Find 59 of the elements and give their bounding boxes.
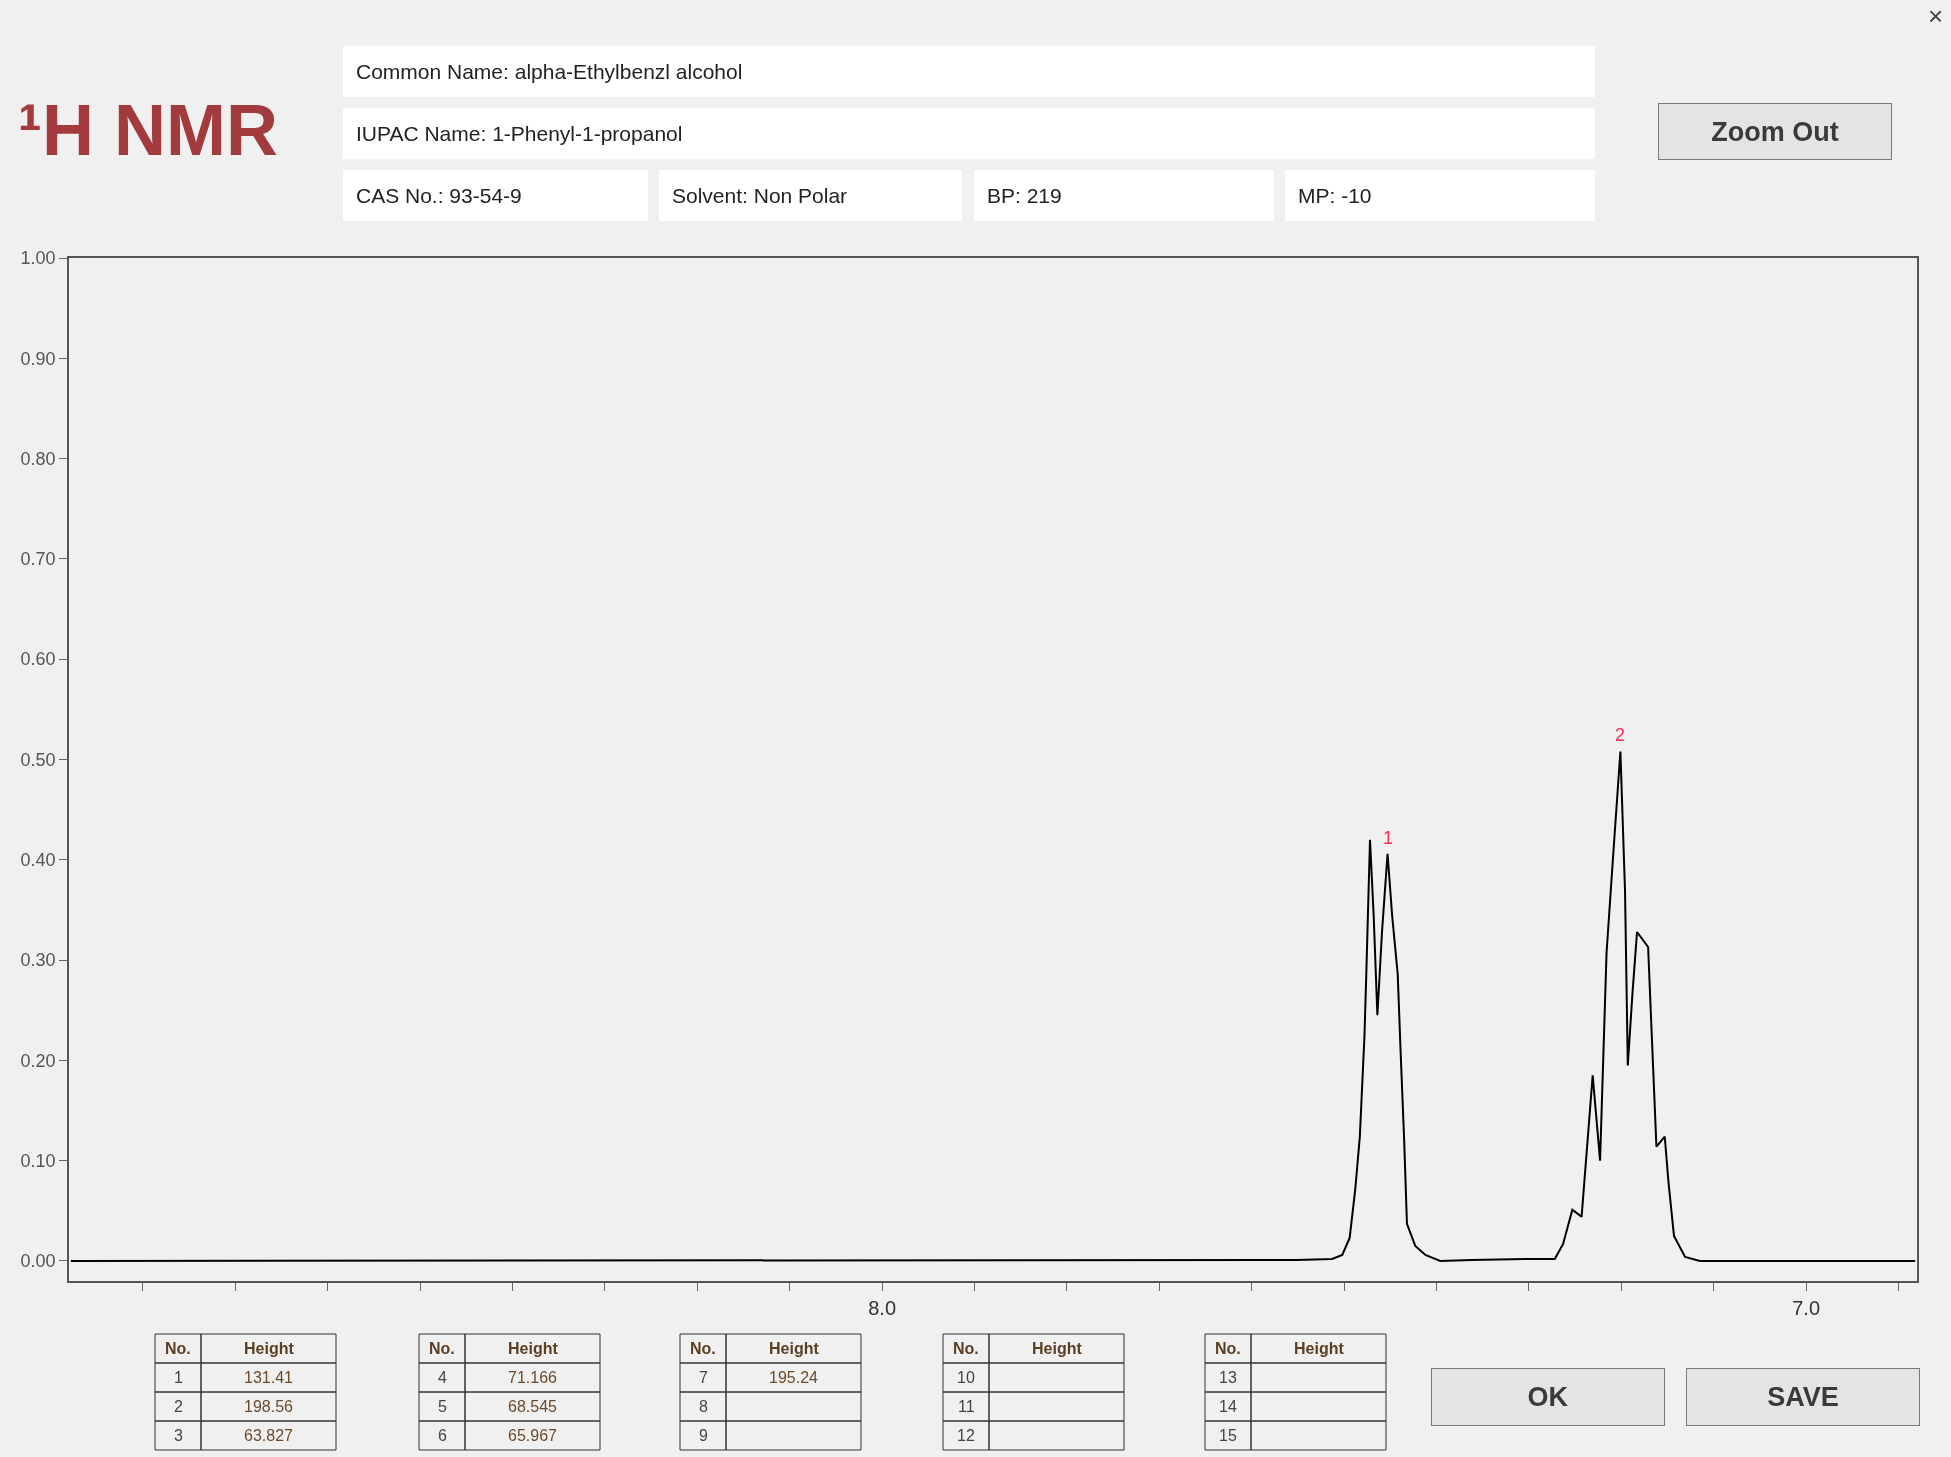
- y-tick-label: 0.20: [20, 1050, 56, 1071]
- text: 14: [1219, 1398, 1237, 1415]
- text: CAS No.: 93-54-9: [356, 184, 522, 207]
- text: Height: [769, 1340, 820, 1357]
- text: Height: [1032, 1340, 1083, 1357]
- text: 198.56: [244, 1398, 294, 1415]
- text: 3: [174, 1427, 183, 1444]
- text: No.: [165, 1340, 191, 1357]
- text: OK: [1527, 1382, 1569, 1412]
- x-tick-label: 8.0: [868, 1296, 897, 1319]
- y-tick-label: 0.50: [20, 749, 56, 770]
- text: MP: -10: [1298, 184, 1372, 207]
- text: IUPAC Name: 1-Phenyl-1-propanol: [356, 122, 683, 145]
- annotation: 2: [1615, 725, 1626, 745]
- y-tick-label: 0.60: [20, 649, 56, 670]
- y-tick-label: 0.80: [20, 448, 56, 469]
- y-tick-label: 0.40: [20, 850, 56, 871]
- text: 8: [699, 1398, 708, 1415]
- text: SAVE: [1767, 1382, 1839, 1412]
- text: No.: [690, 1340, 716, 1357]
- text: BP: 219: [987, 184, 1062, 207]
- text: 68.545: [508, 1398, 558, 1415]
- text: 5: [438, 1398, 447, 1415]
- chart-title: ¹H NMR: [18, 90, 278, 171]
- text: 11: [958, 1398, 975, 1415]
- annotation: 1: [1383, 828, 1394, 848]
- y-tick-label: 0.30: [20, 950, 56, 971]
- line-series: [69, 750, 1917, 1262]
- y-tick-label: 0.70: [20, 549, 56, 570]
- text: 10: [957, 1369, 975, 1386]
- text: 71.166: [508, 1369, 558, 1386]
- text: 15: [1219, 1427, 1237, 1444]
- text: 195.24: [769, 1369, 819, 1386]
- text: 6: [438, 1427, 447, 1444]
- text: Height: [508, 1340, 559, 1357]
- y-tick-label: 0.90: [20, 348, 56, 369]
- text: 12: [957, 1427, 975, 1444]
- text: Common Name: alpha-Ethylbenzl alcohol: [356, 60, 743, 83]
- text: 4: [438, 1369, 447, 1386]
- text: Solvent: Non Polar: [672, 184, 848, 207]
- text: No.: [953, 1340, 979, 1357]
- text: No.: [429, 1340, 455, 1357]
- text: 2: [174, 1398, 183, 1415]
- text: Zoom Out: [1711, 116, 1839, 147]
- x-tick-label: 7.0: [1792, 1296, 1821, 1319]
- text: ×: [1928, 1, 1944, 31]
- text: No.: [1215, 1340, 1241, 1357]
- text: 63.827: [244, 1427, 294, 1444]
- text: 13: [1219, 1369, 1237, 1386]
- y-tick-label: 1.00: [20, 248, 56, 269]
- text: 65.967: [508, 1427, 558, 1444]
- text: 7: [699, 1369, 708, 1386]
- y-tick-label: 0.10: [20, 1150, 56, 1171]
- text: 9: [699, 1427, 708, 1444]
- y-tick-label: 0.00: [20, 1251, 56, 1272]
- text: Height: [244, 1340, 295, 1357]
- text: 131.41: [244, 1369, 294, 1386]
- text: Height: [1294, 1340, 1345, 1357]
- text: 1: [174, 1369, 183, 1386]
